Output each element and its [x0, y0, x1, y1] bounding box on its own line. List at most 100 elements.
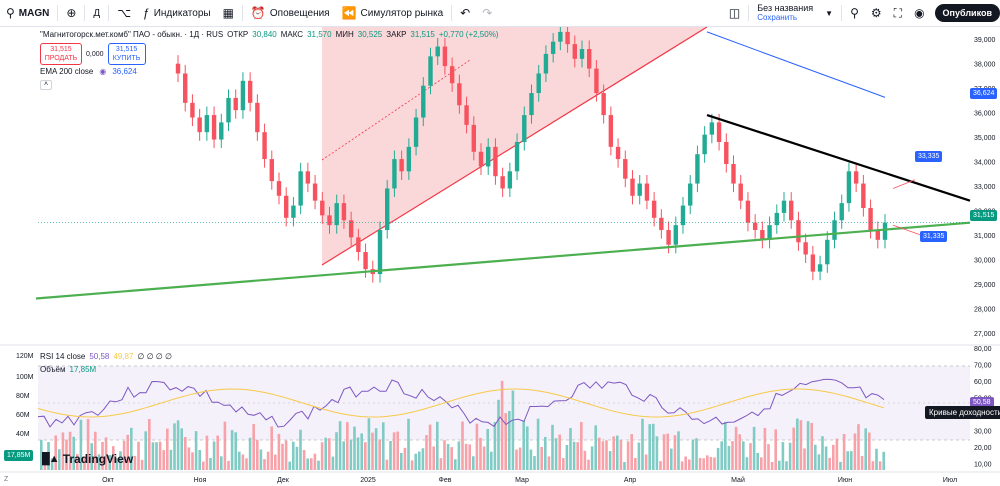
alarm-icon: ⏰ [250, 6, 266, 20]
volume-bar [720, 441, 723, 470]
upper-target-tag[interactable]: 33,335 [915, 151, 943, 162]
volume-bar [266, 451, 270, 470]
lower-target-tag[interactable]: 31,335 [920, 231, 948, 242]
volume-bar [644, 454, 648, 470]
volume-bar [252, 424, 255, 470]
replay-button[interactable]: ⏪ Симулятор рынка [336, 0, 450, 27]
volume-bar [180, 428, 183, 470]
volume-bar [234, 432, 237, 470]
volume-bar [338, 421, 342, 470]
buy-button[interactable]: 31,515 КУПИТЬ [107, 43, 146, 65]
alerts-button[interactable]: ⏰ Оповещения [245, 0, 336, 27]
separator [108, 5, 110, 21]
layout-menu-button[interactable]: ▼ [819, 0, 839, 27]
volume-bar [230, 430, 234, 470]
candle-body [752, 222, 758, 231]
candle-body [615, 146, 621, 160]
candle-body [327, 215, 332, 226]
volume-bar [742, 441, 745, 470]
candle-body [464, 105, 469, 125]
volume-bar [385, 459, 389, 470]
volume-tick-label: 60M [16, 412, 30, 419]
volume-bar [698, 457, 702, 470]
quick-search-button[interactable]: ⚲ [844, 0, 865, 27]
volume-bar [817, 454, 821, 470]
publish-button[interactable]: Опубликов [934, 4, 1000, 22]
volume-bar [47, 442, 50, 470]
volume-bar [835, 438, 839, 470]
volume-bar [194, 431, 198, 470]
rsi-legend[interactable]: RSI 14 close 50,58 49,87 ∅ ∅ ∅ ∅ [40, 352, 172, 361]
settings-button[interactable]: ⚙ [865, 0, 888, 27]
ema-visibility-icon[interactable]: ◉ [99, 67, 107, 76]
volume-bar [378, 439, 381, 470]
timezone-z[interactable]: Z [4, 476, 9, 483]
compare-button[interactable]: ⊕ [60, 0, 82, 27]
volume-bar [590, 446, 594, 470]
candle-body [558, 31, 563, 42]
volume-bar [148, 419, 151, 470]
candle-body [413, 117, 419, 147]
sell-button[interactable]: 31,515 ПРОДАТЬ [40, 43, 82, 65]
indicators-icon: ƒ [143, 6, 150, 20]
layout-button[interactable]: ◫ [723, 0, 746, 27]
price-tick-label: 33,000 [974, 184, 996, 191]
candle-body [630, 178, 635, 196]
layout-name-button[interactable]: Без названия Сохранить [751, 3, 819, 23]
volume-bar [850, 451, 853, 470]
volume-bar [313, 453, 317, 470]
volume-bar [277, 433, 281, 470]
candle-body [507, 171, 513, 189]
volume-bar [295, 446, 299, 470]
volume-bar [130, 427, 133, 470]
candle-body [298, 171, 303, 206]
price-tick-label: 39,000 [974, 37, 996, 44]
volume-bar [169, 449, 173, 470]
volume-bar [572, 441, 576, 470]
time-tick-label: Ноя [194, 477, 207, 484]
tradingview-logo[interactable]: █▲ TradingView [42, 452, 133, 466]
volume-legend[interactable]: Объём 17,85M [40, 365, 96, 374]
candle-body [666, 230, 671, 245]
volume-bar [511, 390, 515, 470]
volume-bar [310, 458, 313, 470]
chart-type-button[interactable]: ⌥ [111, 0, 137, 27]
candle-body [197, 117, 202, 133]
volume-bar [198, 449, 201, 470]
volume-tick-label: 80M [16, 393, 30, 400]
volume-bar [648, 424, 651, 470]
price-chart[interactable]: 39,00038,00037,00036,00035,00034,00033,0… [0, 27, 1000, 486]
indicators-label: Индикаторы [153, 7, 211, 19]
undo-button[interactable]: ↶ [454, 0, 476, 27]
collapse-legend-button[interactable]: ˄ [40, 80, 52, 90]
volume-bar [302, 449, 306, 470]
volume-bar [256, 439, 259, 470]
snapshot-button[interactable]: ◉ [908, 0, 930, 27]
symbol-search-button[interactable]: ⚲ MAGN [0, 0, 55, 27]
templates-button[interactable]: ▦ [217, 0, 240, 27]
interval-button[interactable]: Д [87, 0, 106, 27]
volume-bar [652, 423, 655, 470]
indicators-button[interactable]: ƒ Индикаторы [137, 0, 217, 27]
candle-body [832, 220, 837, 240]
ema-legend[interactable]: EMA 200 close ◉ 36,624 [40, 67, 137, 76]
volume-bar [594, 425, 597, 470]
candle-body [731, 163, 736, 184]
gear-icon: ⚙ [870, 6, 882, 20]
volume-bar [763, 427, 767, 470]
volume-bar [738, 434, 741, 470]
volume-bar [371, 432, 374, 470]
volume-bar [727, 445, 731, 470]
ema-value: 36,624 [112, 67, 137, 76]
candle-body [514, 141, 520, 172]
low-label: МИН [335, 30, 354, 39]
candle-body [406, 146, 412, 172]
volume-bar [155, 442, 158, 470]
redo-button[interactable]: ↷ [476, 0, 498, 27]
volume-bar [364, 442, 367, 470]
volume-bar [270, 426, 273, 470]
volume-bar [504, 413, 507, 470]
fullscreen-button[interactable]: ⛶ [888, 0, 908, 27]
volume-bar [238, 451, 241, 470]
candle-body [644, 183, 650, 201]
